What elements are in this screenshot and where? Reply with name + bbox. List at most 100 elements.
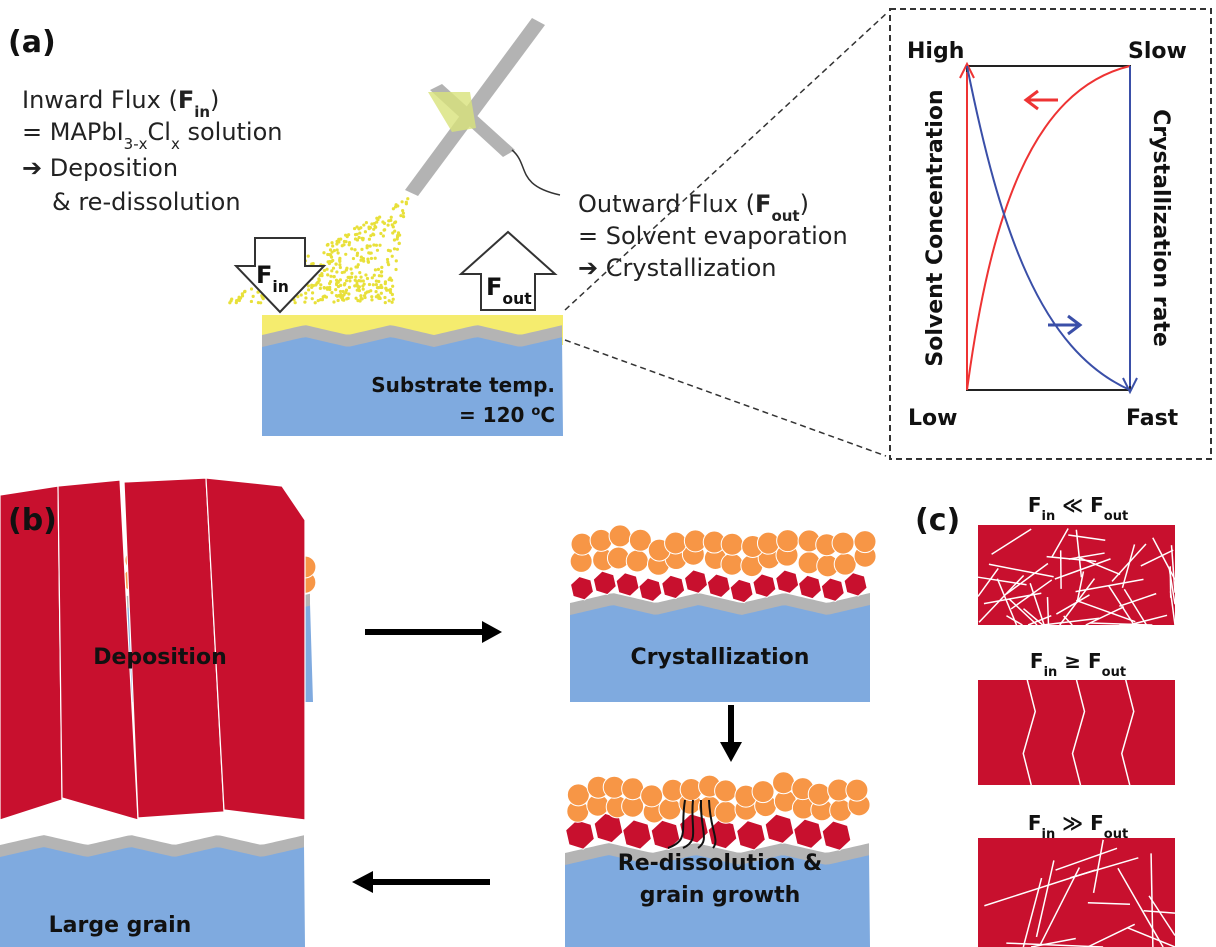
spray-dot [335, 283, 338, 286]
spray-dot [261, 296, 264, 299]
spray-dot [362, 237, 365, 240]
crystal [571, 576, 594, 599]
spray-dot [388, 299, 391, 302]
spray-dot [337, 299, 340, 302]
spray-dot [339, 266, 342, 269]
substrate-label: = 120 oC [459, 403, 555, 427]
crystal [707, 574, 730, 597]
spray-dot [378, 274, 381, 277]
spray-dot [348, 286, 351, 289]
spray-dot [357, 263, 360, 266]
spray-dot [393, 247, 396, 250]
spray-dot [380, 286, 383, 289]
text-part: out [1104, 827, 1128, 842]
text-part: F [1090, 811, 1104, 835]
crystal [662, 575, 685, 598]
spray-dot [314, 301, 317, 304]
spray-dot [374, 268, 377, 271]
spray-dot [346, 235, 349, 238]
spray-dot [323, 269, 326, 272]
spray-dot [358, 285, 361, 288]
crystal [737, 821, 766, 850]
spray-dot [362, 288, 365, 291]
droplet [659, 798, 681, 820]
spray-dot [377, 268, 380, 271]
zoom-line [565, 340, 886, 456]
text-part: in [1042, 827, 1056, 842]
spray-dot [317, 277, 320, 280]
spray-dot [364, 230, 367, 233]
step-label: Crystallization [631, 645, 810, 670]
crystal [822, 821, 851, 850]
spray-dot [380, 292, 383, 295]
text-part: C [540, 403, 555, 427]
spray-dot [361, 284, 364, 287]
spray-dot [394, 268, 397, 271]
text-part: ≪ [1055, 493, 1090, 517]
spray-dot [366, 290, 369, 293]
spray-dot [230, 298, 233, 301]
spray-dot [369, 234, 372, 237]
spray-dot [374, 257, 377, 260]
spray-dot [359, 294, 362, 297]
inward-line: Inward Flux (Fin) [22, 86, 219, 121]
arrow-head [482, 621, 502, 643]
grain-map [978, 525, 1175, 625]
droplet [626, 550, 648, 572]
spray-dot [250, 300, 253, 303]
droplet [609, 525, 631, 547]
spray-dot [323, 286, 326, 289]
spray-dot [345, 289, 348, 292]
spray-dot [352, 257, 355, 260]
spray-dot [257, 301, 260, 304]
spray-dot [348, 279, 351, 282]
spray-dot [406, 197, 409, 200]
spray-dot [341, 271, 344, 274]
spray-dot [356, 238, 359, 241]
spray-dot [300, 293, 303, 296]
step-label: Re-dissolution & [618, 851, 822, 876]
spray-dot [389, 249, 392, 252]
spray-dot [330, 241, 333, 244]
spray-dot [331, 244, 334, 247]
spray-dot [396, 237, 399, 240]
spray-dot [360, 297, 363, 300]
spray-dot [322, 251, 325, 254]
crystal [844, 573, 867, 596]
droplet [808, 783, 830, 805]
spray-dot [357, 227, 360, 230]
spray-dot [386, 224, 389, 227]
graph-corner: Slow [1128, 39, 1187, 64]
spray-dot [336, 280, 339, 283]
droplet [752, 781, 774, 803]
text-part: ≥ [1057, 649, 1088, 673]
droplet [721, 553, 743, 575]
spray-dot [330, 256, 333, 259]
spray-dot [350, 272, 353, 275]
spray-dot [341, 298, 344, 301]
spray-dot [370, 295, 373, 298]
text-part: ≫ [1055, 811, 1090, 835]
spray-dot [362, 279, 365, 282]
spray-dot [348, 276, 351, 279]
spray-dot [370, 298, 373, 301]
spray-dot [304, 296, 307, 299]
spray-dot [343, 240, 346, 243]
text-part: F [1088, 649, 1102, 673]
crystal [821, 578, 844, 601]
spray-dot [307, 288, 310, 291]
arrow-head [720, 742, 742, 762]
spray-dot [237, 298, 240, 301]
spray-dot [384, 280, 387, 283]
droplet [715, 780, 737, 802]
condition-label: Fin ≫ Fout [1028, 811, 1128, 842]
crystal [639, 578, 662, 601]
spray-dot [396, 248, 399, 251]
spray-dot [335, 270, 338, 273]
spray-dot [396, 234, 399, 237]
spray-dot [383, 296, 386, 299]
crystal [623, 820, 652, 849]
spray-dot [344, 253, 347, 256]
spray-dot [334, 288, 337, 291]
spray-dot [377, 294, 380, 297]
